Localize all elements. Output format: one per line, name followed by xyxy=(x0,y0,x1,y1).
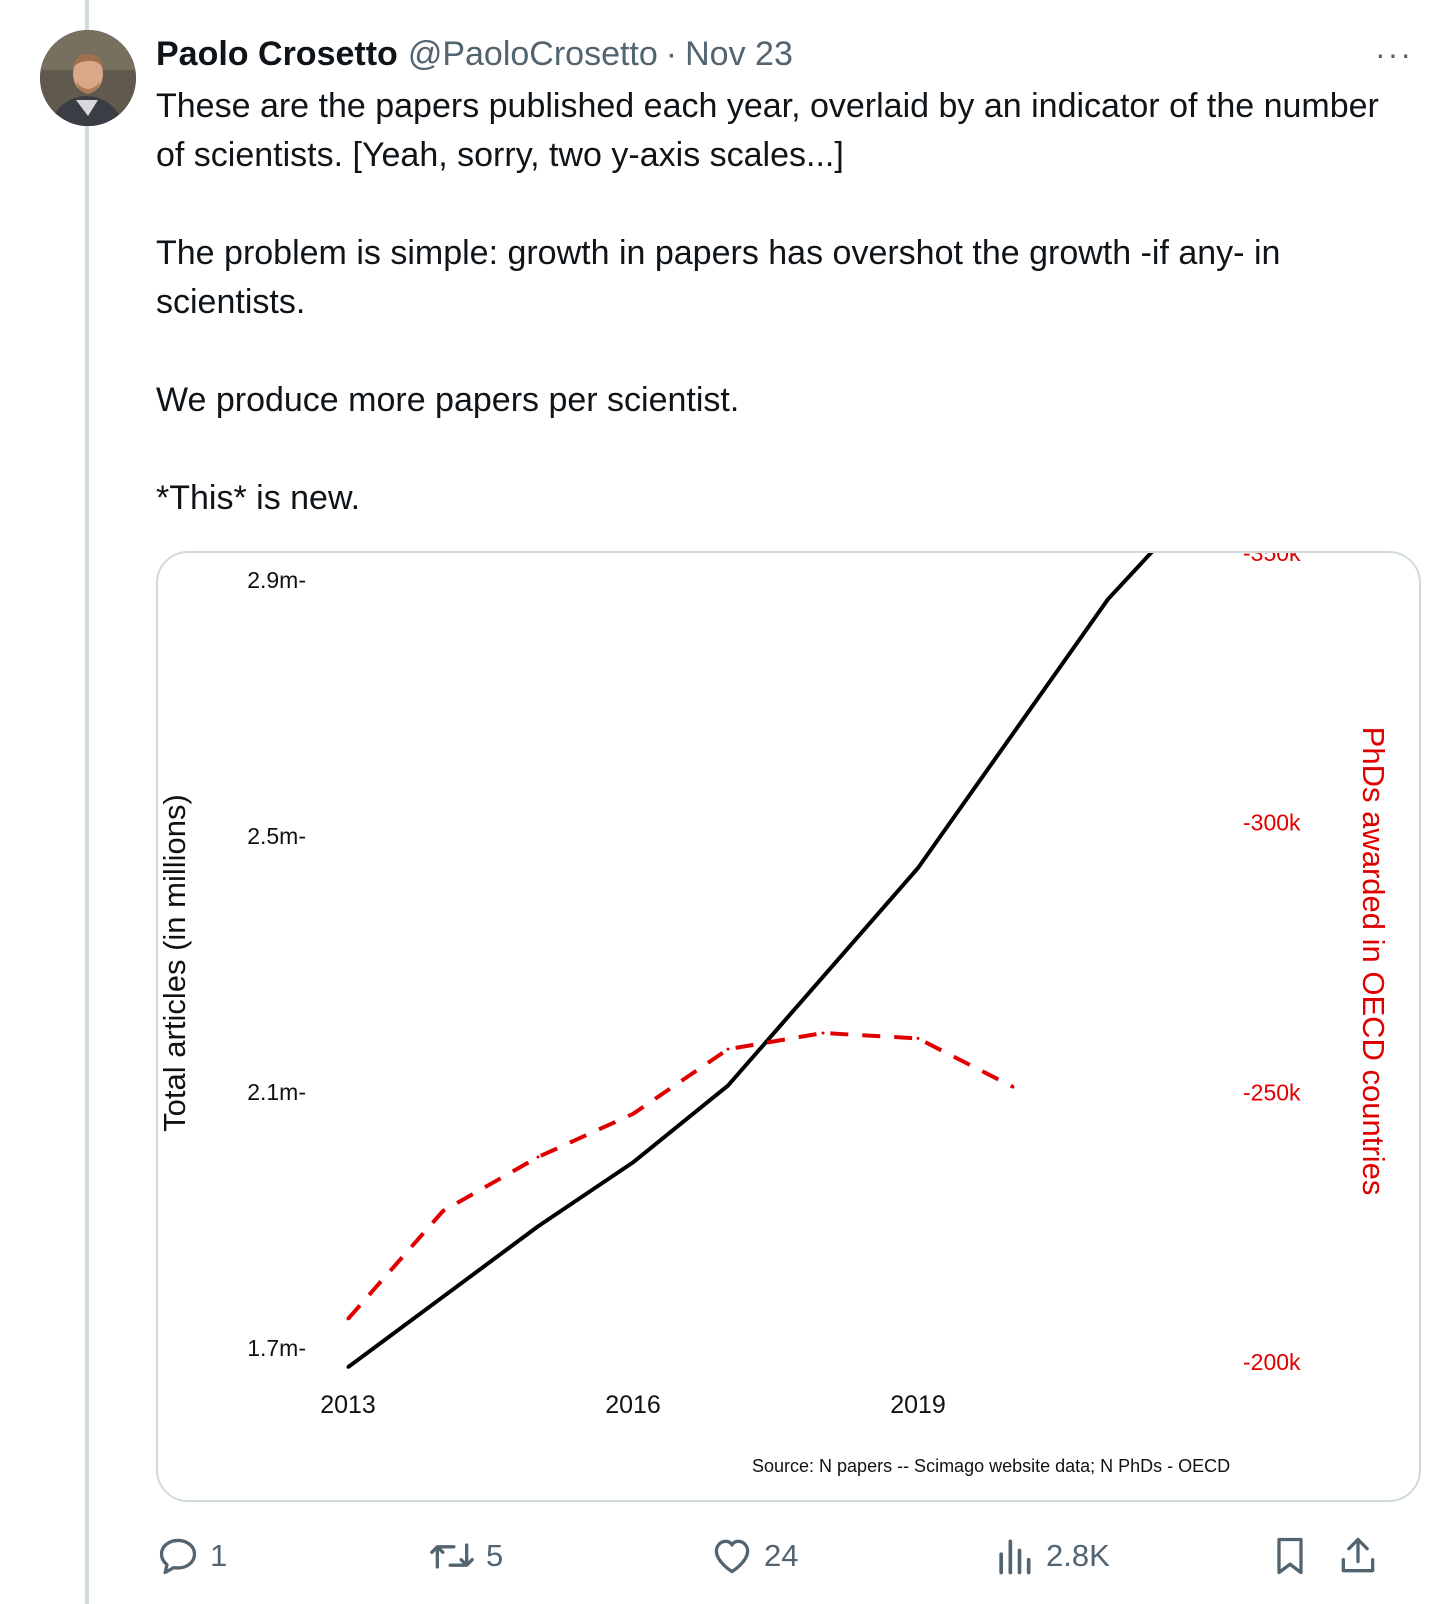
reply-icon xyxy=(159,1538,197,1575)
y-right-axis-title: PhDs awarded in OECD countries xyxy=(1356,727,1391,1196)
retweet-count: 5 xyxy=(486,1538,504,1573)
avatar[interactable] xyxy=(40,30,136,126)
heart-icon xyxy=(714,1539,750,1574)
series-line-phds xyxy=(346,1031,1014,1321)
reply-button[interactable]: 1 xyxy=(156,1528,227,1584)
y-left-axis-title: Total articles (in millions) xyxy=(158,794,192,1132)
like-count: 24 xyxy=(764,1538,799,1573)
author-handle[interactable]: @PaoloCrosetto xyxy=(407,34,658,73)
data-point-articles xyxy=(536,1224,540,1228)
chart-source: Source: N papers -- Scimago website data… xyxy=(752,1456,1230,1476)
y-left-tick-label: 2.1m- xyxy=(247,1079,306,1105)
retweet-icon xyxy=(430,1543,474,1569)
thread-line xyxy=(85,0,89,1604)
data-point-articles xyxy=(916,866,920,870)
series-line-articles xyxy=(346,553,1154,1369)
view-count: 2.8K xyxy=(1046,1538,1110,1573)
data-point-phds xyxy=(916,1036,920,1040)
x-tick-label: 2016 xyxy=(605,1391,661,1419)
data-point-phds xyxy=(441,1209,445,1213)
y-left-tick-label: 1.7m- xyxy=(247,1335,306,1361)
data-point-phds xyxy=(726,1047,730,1051)
data-point-articles xyxy=(346,1365,350,1369)
tweet-header: Paolo Crosetto @PaoloCrosetto · Nov 23 xyxy=(156,30,793,78)
data-point-articles xyxy=(821,975,825,979)
y-left-tick-label: 2.5m- xyxy=(247,823,306,849)
bookmark-icon xyxy=(1277,1537,1303,1575)
data-point-articles xyxy=(726,1084,730,1088)
tweet-media-chart[interactable]: 2.9m- 2.5m- 2.1m- 1.7m- -350k -300k -250k -200k… xyxy=(156,551,1421,1502)
reply-count: 1 xyxy=(210,1538,228,1573)
separator-dot: · xyxy=(665,34,678,73)
y-right-tick-label: -300k xyxy=(1243,810,1301,836)
analytics-icon xyxy=(999,1539,1031,1575)
chart-svg: 2.9m- 2.5m- 2.1m- 1.7m- -350k -300k -250k -200k… xyxy=(158,553,1391,1476)
tweet-text: These are the papers published each year… xyxy=(156,87,1379,517)
share-button[interactable] xyxy=(1336,1528,1390,1584)
data-point-phds xyxy=(346,1317,350,1321)
y-left-tick-label: 2.9m- xyxy=(247,567,306,593)
data-point-phds xyxy=(631,1112,635,1116)
bookmark-button[interactable] xyxy=(1268,1528,1322,1584)
avatar-image xyxy=(40,30,136,126)
data-point-phds xyxy=(536,1155,540,1159)
data-point-articles xyxy=(441,1295,445,1299)
data-point-phds xyxy=(1011,1085,1015,1089)
data-point-articles xyxy=(1106,597,1110,601)
like-button[interactable]: 24 xyxy=(710,1528,798,1584)
y-right-tick-label: -250k xyxy=(1243,1079,1301,1105)
tweet-date[interactable]: Nov 23 xyxy=(685,34,793,73)
x-tick-label: 2013 xyxy=(320,1391,376,1419)
y-right-tick-label: -200k xyxy=(1243,1349,1301,1375)
more-options-icon[interactable]: ··· xyxy=(1375,36,1413,72)
data-point-articles xyxy=(1011,732,1015,736)
share-icon xyxy=(1341,1537,1375,1573)
y-right-tick-label: -350k xyxy=(1243,553,1301,566)
retweet-button[interactable]: 5 xyxy=(428,1528,503,1584)
views-button[interactable]: 2.8K xyxy=(992,1528,1110,1584)
author-name[interactable]: Paolo Crosetto xyxy=(156,34,398,73)
x-tick-label: 2019 xyxy=(890,1391,946,1419)
data-point-phds xyxy=(821,1031,825,1035)
action-bar: 1 5 24 2.8K xyxy=(156,1528,1426,1584)
data-point-articles xyxy=(631,1160,635,1164)
